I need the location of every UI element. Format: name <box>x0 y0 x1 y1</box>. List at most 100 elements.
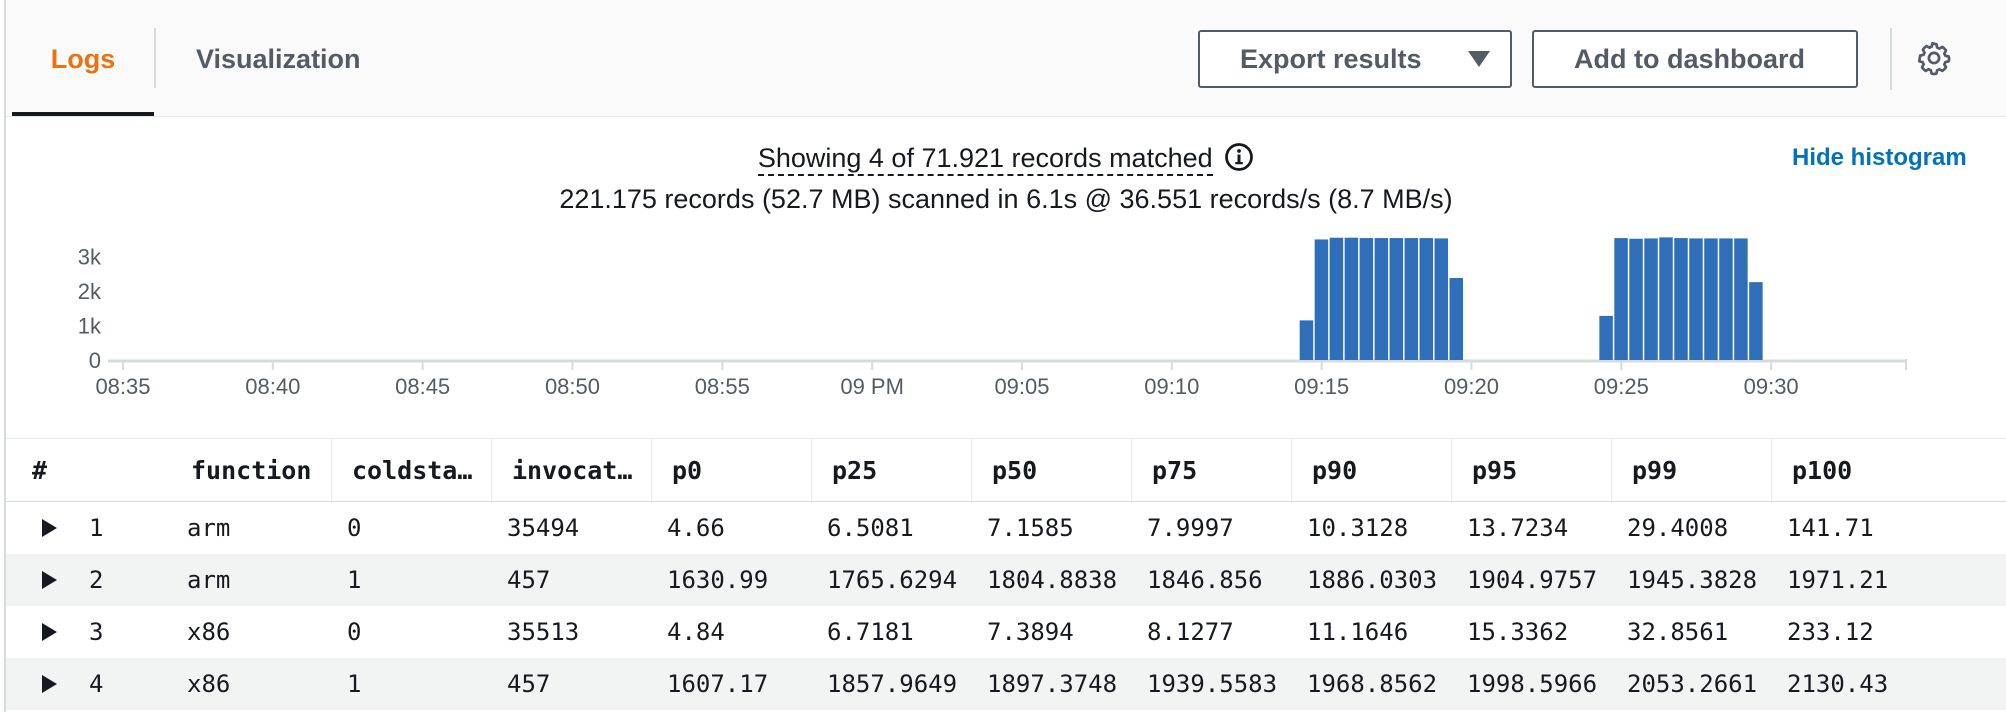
table-row[interactable]: 2 arm 1 457 1630.99 1765.6294 1804.8838 1846.85… <box>6 554 2006 606</box>
tab-logs[interactable]: Logs <box>12 0 154 116</box>
expand-row-icon[interactable] <box>42 571 57 589</box>
table-cell: 10.3128 <box>1307 514 1409 542</box>
column-header[interactable]: invocat… <box>491 439 651 501</box>
x-tick-label: 09:05 <box>994 374 1049 399</box>
x-tick-label: 08:35 <box>95 374 150 399</box>
table-cell: 7.1585 <box>987 514 1074 542</box>
table-cell: 1846.856 <box>1147 566 1263 594</box>
histogram-bar <box>1314 239 1329 360</box>
table-row[interactable]: 3 x86 0 35513 4.84 6.7181 7.3894 8.1277 11.1646 1… <box>6 606 2006 658</box>
column-header[interactable]: p25 <box>811 439 971 501</box>
column-header[interactable]: p95 <box>1451 439 1611 501</box>
x-tick-label: 09:15 <box>1294 374 1349 399</box>
records-matched-summary: Showing 4 of 71.921 records matched <box>6 142 2006 176</box>
histogram-bar <box>1689 238 1703 360</box>
table-cell: 1968.8562 <box>1307 670 1438 698</box>
expand-row-icon[interactable] <box>42 675 57 693</box>
table-cell: 1 <box>347 566 362 594</box>
histogram-bar <box>1629 238 1643 360</box>
row-number: 3 <box>89 618 104 646</box>
y-tick-label: 1k <box>78 314 102 339</box>
histogram-bar <box>1419 238 1434 360</box>
column-header[interactable]: p90 <box>1291 439 1451 501</box>
records-histogram: 0 1k 2k 3k 08:35 08:40 08:45 08:50 08:55 09 PM 09:… <box>78 237 1907 399</box>
x-tick-label: 09:25 <box>1594 374 1649 399</box>
table-cell: 32.8561 <box>1627 618 1729 646</box>
table-cell: 1857.9649 <box>827 670 958 698</box>
add-to-dashboard-button[interactable]: Add to dashboard <box>1532 30 1858 88</box>
table-cell: x86 <box>187 618 231 646</box>
column-header[interactable]: coldsta… <box>331 439 491 501</box>
table-row[interactable]: 4 x86 1 457 1607.17 1857.9649 1897.3748 1939.55… <box>6 658 2006 710</box>
tab-visualization[interactable]: Visualization <box>196 0 361 116</box>
histogram-bar <box>1644 238 1658 360</box>
export-results-button[interactable]: Export results <box>1198 30 1512 88</box>
histogram-bar <box>1374 238 1389 360</box>
histogram-bar <box>1599 315 1613 360</box>
table-cell: 1765.6294 <box>827 566 958 594</box>
expand-row-icon[interactable] <box>42 623 57 641</box>
table-cell: 1971.21 <box>1787 566 1889 594</box>
histogram-bar <box>1434 238 1449 360</box>
column-header[interactable]: function <box>191 456 312 485</box>
table-cell: arm <box>187 566 231 594</box>
table-cell: 0 <box>347 618 362 646</box>
histogram-bar <box>1404 238 1419 360</box>
table-cell: 4.84 <box>667 618 725 646</box>
column-header[interactable]: p0 <box>651 439 811 501</box>
x-tick-label: 08:45 <box>395 374 450 399</box>
table-cell: 2053.2661 <box>1627 670 1758 698</box>
column-header[interactable]: p75 <box>1131 439 1291 501</box>
table-cell: 8.1277 <box>1147 618 1234 646</box>
histogram-bar <box>1449 278 1463 360</box>
y-tick-label: 2k <box>78 279 102 304</box>
info-icon[interactable] <box>1224 142 1254 172</box>
table-cell: x86 <box>187 670 231 698</box>
table-cell: 1630.99 <box>667 566 769 594</box>
export-results-label: Export results <box>1240 44 1422 74</box>
header-divider <box>1890 28 1892 90</box>
hide-histogram-link[interactable]: Hide histogram <box>1792 144 1967 171</box>
histogram-bar <box>1329 237 1344 360</box>
histogram-bar <box>1614 238 1628 360</box>
column-header[interactable]: # <box>32 456 48 485</box>
table-header: # function coldsta… invocat… p0 p25 p50 p75 p90 p… <box>6 439 2006 502</box>
table-body: 1 arm 0 35494 4.66 6.5081 7.1585 7.9997 10.3128 1… <box>6 502 2006 710</box>
table-cell: 1607.17 <box>667 670 769 698</box>
table-cell: 1 <box>347 670 362 698</box>
table-cell: 1939.5583 <box>1147 670 1278 698</box>
histogram-bar <box>1734 238 1748 360</box>
histogram-bar <box>1659 237 1673 360</box>
histogram-bar <box>1299 320 1314 360</box>
logs-insights-results-panel: Logs Visualization Export results Add to… <box>4 0 2006 712</box>
table-cell: 6.7181 <box>827 618 914 646</box>
results-header: Logs Visualization Export results Add to… <box>6 0 2006 117</box>
row-number: 2 <box>89 566 104 594</box>
histogram-bar <box>1719 238 1733 360</box>
column-header[interactable]: p50 <box>971 439 1131 501</box>
table-cell: 13.7234 <box>1467 514 1569 542</box>
row-number: 4 <box>89 670 104 698</box>
tab-visualization-label: Visualization <box>196 44 361 74</box>
table-cell: 7.9997 <box>1147 514 1234 542</box>
expand-row-icon[interactable] <box>42 519 57 537</box>
table-cell: 141.71 <box>1787 514 1874 542</box>
x-tick-label: 08:50 <box>545 374 600 399</box>
table-cell: 1998.5966 <box>1467 670 1598 698</box>
gear-icon[interactable] <box>1916 40 1952 76</box>
row-number: 1 <box>89 514 104 542</box>
caret-down-icon <box>1468 51 1490 67</box>
table-cell: 35513 <box>507 618 580 646</box>
table-cell: 1886.0303 <box>1307 566 1438 594</box>
column-header[interactable]: p100 <box>1771 439 2006 501</box>
table-cell: 233.12 <box>1787 618 1874 646</box>
histogram-bar <box>1389 238 1404 360</box>
column-header[interactable]: p99 <box>1611 439 1771 501</box>
x-tick-label: 09:30 <box>1744 374 1799 399</box>
table-cell: 4.66 <box>667 514 725 542</box>
x-tick-label: 08:40 <box>245 374 300 399</box>
table-row[interactable]: 1 arm 0 35494 4.66 6.5081 7.1585 7.9997 10.3128 1… <box>6 502 2006 554</box>
table-cell: 35494 <box>507 514 580 542</box>
table-cell: 11.1646 <box>1307 618 1409 646</box>
table-cell: 0 <box>347 514 362 542</box>
